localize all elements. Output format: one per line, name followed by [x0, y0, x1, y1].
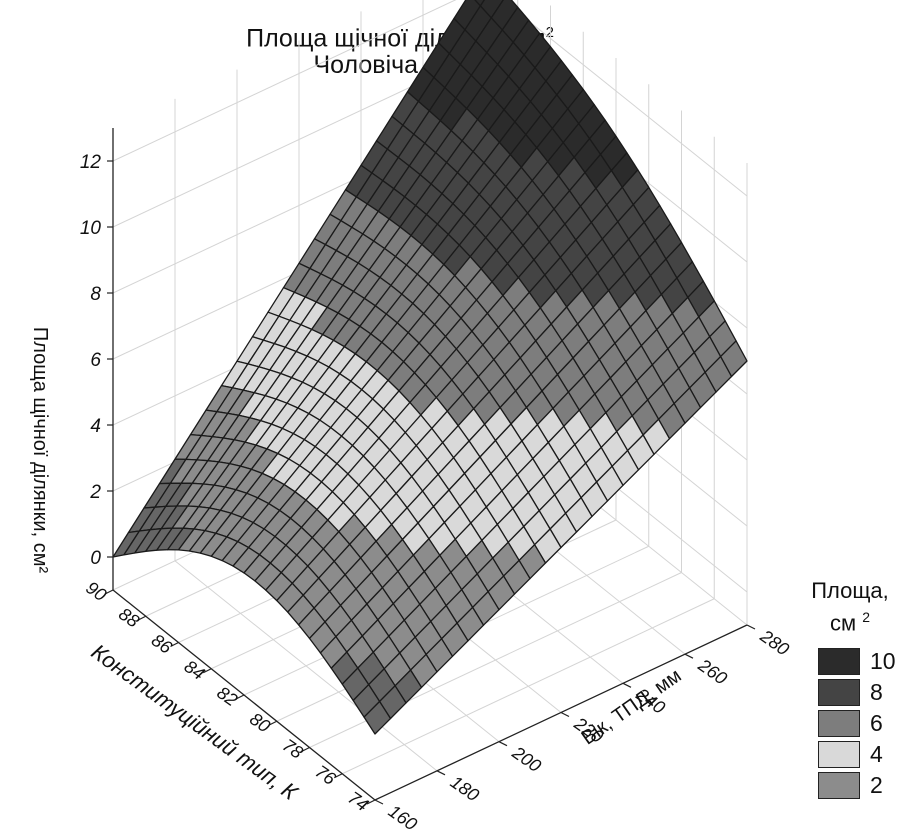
legend-entry: 2 [800, 770, 900, 801]
z-tick-label: 10 [80, 218, 102, 239]
z-tick-label: 8 [90, 284, 101, 305]
legend-entry: 6 [800, 708, 900, 739]
z-tick-label: 12 [80, 152, 102, 173]
y-tick-label: 200 [508, 742, 545, 776]
legend-swatch [818, 710, 860, 738]
x-tick-label: 74 [344, 787, 372, 815]
z-tick-label: 0 [90, 548, 101, 569]
legend-title: Площа, см 2 [811, 578, 889, 636]
x-tick-label: 76 [312, 761, 341, 789]
x-tick-label: 78 [279, 735, 307, 763]
x-tick-label: 90 [82, 577, 110, 605]
legend-label: 6 [870, 710, 883, 737]
y-tick-label: 260 [694, 654, 731, 688]
surface-mesh [112, 0, 748, 735]
x-tick-label: 84 [181, 656, 209, 684]
z-tick-label: 6 [90, 350, 101, 371]
x-tick-label: 82 [213, 682, 241, 710]
legend-label: 4 [870, 741, 883, 768]
x-tick-label: 88 [115, 604, 143, 632]
legend-swatch [818, 741, 860, 769]
legend-label: 10 [870, 648, 896, 675]
y-tick-label: 180 [447, 772, 483, 806]
legend-swatch [818, 772, 860, 800]
x-tick-label: 80 [246, 709, 274, 737]
y-tick-label: 280 [756, 625, 793, 659]
legend-swatch [818, 648, 860, 676]
legend-entry: 4 [800, 739, 900, 770]
legend-label: 2 [870, 772, 883, 799]
z-tick-label: 2 [89, 482, 101, 503]
legend-entry: 8 [800, 677, 900, 708]
x-tick-label: 86 [148, 630, 177, 658]
surface-cell [363, 700, 392, 735]
z-axis-label: Площа щічної ділянки, см² [29, 327, 51, 574]
y-axis-label: Вік, ТПД, мм [578, 665, 686, 750]
y-tick-label: 160 [385, 801, 421, 829]
legend-label: 8 [870, 679, 883, 706]
legend: Площа, см 2 10 8 6 4 2 [800, 578, 900, 801]
legend-swatch [818, 679, 860, 707]
legend-entry: 10 [800, 646, 900, 677]
z-tick-label: 4 [90, 416, 101, 437]
